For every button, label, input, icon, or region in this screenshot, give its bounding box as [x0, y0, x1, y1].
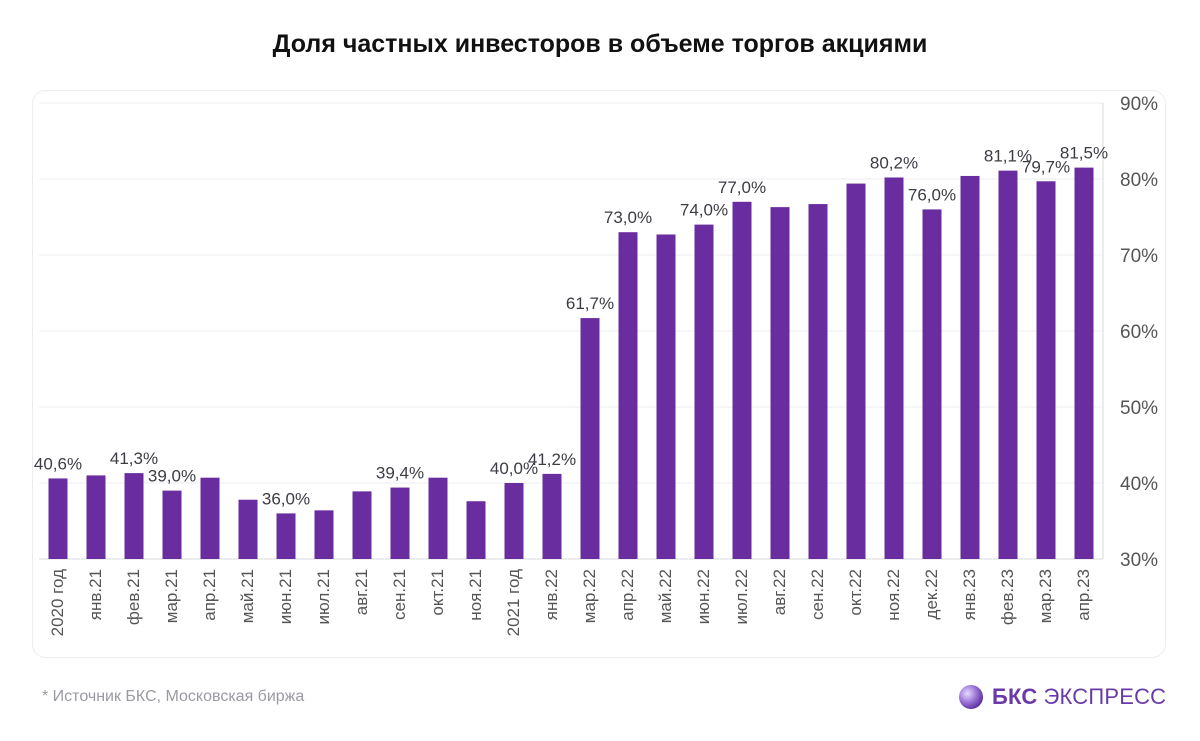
data-label: 77,0% — [718, 178, 766, 197]
x-tick-label: апр.21 — [200, 569, 219, 621]
bar — [124, 473, 144, 559]
data-label: 39,0% — [148, 467, 196, 486]
bar — [48, 478, 68, 559]
x-tick-label: апр.22 — [618, 569, 637, 621]
bar — [542, 473, 562, 559]
x-tick-label: сен.22 — [808, 569, 827, 620]
x-tick-label: фев.23 — [998, 569, 1017, 625]
y-tick-label: 60% — [1120, 322, 1158, 343]
x-tick-label: фев.21 — [124, 569, 143, 625]
x-tick-label: янв.21 — [86, 569, 105, 620]
x-tick-label: май.22 — [656, 569, 675, 623]
y-tick-label: 90% — [1120, 94, 1158, 115]
x-tick-label: окт.22 — [846, 569, 865, 616]
brand-logo: БКС ЭКСПРЕСС — [958, 682, 1166, 712]
x-tick-label: сен.21 — [390, 569, 409, 620]
data-label: 76,0% — [908, 185, 956, 204]
x-tick-label: ноя.22 — [884, 569, 903, 621]
x-tick-label: мар.21 — [162, 569, 181, 623]
x-tick-label: 2021 год — [504, 569, 523, 636]
bar — [162, 490, 182, 559]
bar — [466, 501, 486, 559]
data-label: 80,2% — [870, 153, 918, 172]
x-tick-label: 2020 год — [48, 569, 67, 636]
bar — [618, 232, 638, 559]
bar — [580, 318, 600, 559]
x-tick-label: авг.22 — [770, 569, 789, 615]
bar — [694, 224, 714, 559]
bar — [200, 477, 220, 559]
bar — [922, 209, 942, 559]
bar — [998, 170, 1018, 559]
bar — [390, 487, 410, 559]
x-tick-label: май.21 — [238, 569, 257, 623]
x-tick-label: окт.21 — [428, 569, 447, 616]
bar — [732, 201, 752, 560]
data-label: 81,1% — [984, 147, 1032, 166]
x-tick-label: июл.21 — [314, 569, 333, 624]
bar — [770, 207, 790, 559]
bar — [656, 234, 676, 560]
data-label: 40,0% — [490, 459, 538, 478]
x-tick-label: ноя.21 — [466, 569, 485, 621]
data-label: 74,0% — [680, 201, 728, 220]
x-tick-label: янв.23 — [960, 569, 979, 620]
bar — [352, 491, 372, 559]
x-tick-label: июн.21 — [276, 569, 295, 624]
x-tick-label: мар.23 — [1036, 569, 1055, 623]
data-label: 81,5% — [1060, 144, 1108, 163]
brand-name-light: ЭКСПРЕСС — [1043, 684, 1167, 709]
bar — [1074, 167, 1094, 559]
bar — [846, 183, 866, 559]
bar — [238, 499, 258, 559]
data-label: 40,6% — [34, 454, 82, 473]
source-footnote: * Источник БКС, Московская биржа — [42, 688, 305, 705]
bar — [808, 204, 828, 559]
brand-name-bold: БКС — [992, 684, 1038, 709]
y-tick-label: 40% — [1120, 474, 1158, 495]
x-tick-label: апр.23 — [1074, 569, 1093, 621]
sphere-logo-icon — [959, 685, 983, 709]
data-label: 39,4% — [376, 464, 424, 483]
chart-card: 30% 40% 50% 60% 70% 80% 90% 40,6% 2020 год янв.21… — [32, 90, 1166, 658]
data-label: 41,2% — [528, 450, 576, 469]
x-tick-label: авг.21 — [352, 569, 371, 615]
data-label: 36,0% — [262, 489, 310, 508]
x-tick-label: июн.22 — [694, 569, 713, 624]
x-tick-label: дек.22 — [922, 569, 941, 619]
x-tick-label: мар.22 — [580, 569, 599, 623]
y-tick-label: 50% — [1120, 398, 1158, 419]
data-label: 61,7% — [566, 294, 614, 313]
x-tick-label: янв.22 — [542, 569, 561, 620]
bar — [504, 483, 524, 559]
chart-title: Доля частных инвесторов в объеме торгов … — [272, 30, 928, 58]
bar — [1036, 181, 1056, 559]
x-tick-label: июл.22 — [732, 569, 751, 624]
bar — [884, 177, 904, 559]
bar — [276, 513, 296, 559]
data-label: 73,0% — [604, 208, 652, 227]
bar — [428, 477, 448, 559]
bar-chart: 30% 40% 50% 60% 70% 80% 90% 40,6% 2020 год янв.21… — [34, 94, 1158, 636]
bar — [314, 510, 334, 559]
data-label: 41,3% — [110, 449, 158, 468]
y-tick-label: 70% — [1120, 246, 1158, 267]
data-label: 79,7% — [1022, 157, 1070, 176]
y-tick-label: 30% — [1120, 550, 1158, 571]
bar — [960, 175, 980, 559]
y-tick-label: 80% — [1120, 170, 1158, 191]
bar — [86, 475, 106, 559]
